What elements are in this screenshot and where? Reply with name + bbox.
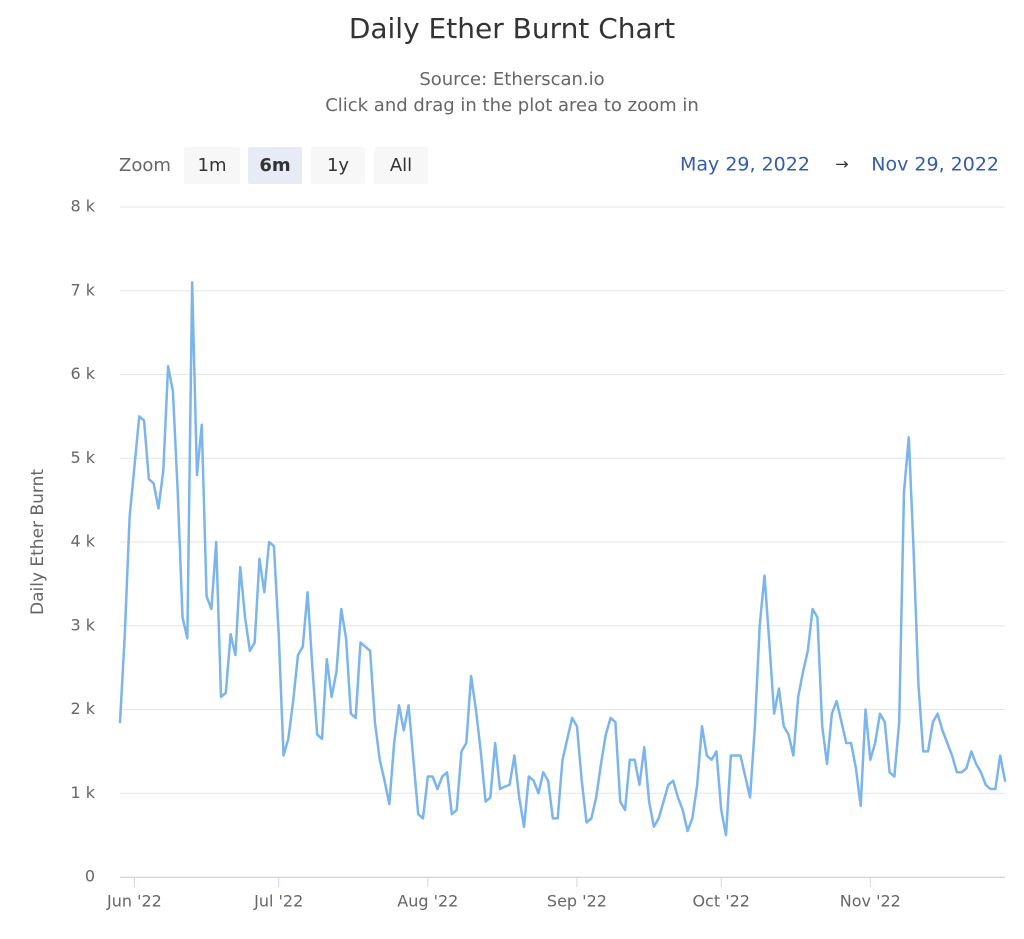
range-button[interactable] [311, 147, 365, 184]
chart-title: Daily Ether Burnt Chart [349, 12, 675, 45]
range-button-label[interactable]: 6m [259, 155, 290, 176]
x-tick-label: Aug '22 [397, 892, 458, 911]
range-button-label[interactable]: 1y [327, 155, 349, 176]
x-tick-label: Jul '22 [253, 892, 303, 911]
range-from[interactable]: May 29, 2022 [680, 154, 810, 176]
y-tick-label: 4 k [70, 532, 95, 551]
x-tick-label: Jun '22 [106, 892, 162, 911]
x-tick-label: Sep '22 [547, 892, 607, 911]
range-buttons: 1m 6m 1y All [184, 147, 428, 184]
y-tick-label: 1 k [70, 783, 95, 802]
y-tick-label: 8 k [70, 197, 95, 216]
range-to[interactable]: Nov 29, 2022 [871, 154, 999, 176]
zoom-label: Zoom [119, 155, 171, 176]
y-tick-label: 3 k [70, 615, 95, 634]
range-arrow: → [835, 155, 848, 174]
chart-subtitle: Source: Etherscan.io [419, 69, 604, 90]
range-button-label[interactable]: All [390, 155, 412, 176]
range-button[interactable] [374, 147, 428, 184]
x-tick-label: Nov '22 [840, 892, 901, 911]
data-line [118, 281, 1007, 837]
range-button[interactable] [184, 147, 240, 184]
chart-subtitle: Click and drag in the plot area to zoom … [325, 95, 699, 116]
y-tick-label: 5 k [70, 448, 95, 467]
range-button-label[interactable]: 1m [198, 155, 227, 176]
y-tick-label: 7 k [70, 280, 95, 299]
x-tick-label: Oct '22 [692, 892, 750, 911]
plot-area: 0 1 k 2 k 3 k 4 k 5 k 6 k 7 k 8 k Jun '22 Jul '22 A… [70, 197, 1007, 911]
y-tick-label: 6 k [70, 364, 95, 383]
range-button[interactable] [248, 147, 302, 184]
y-tick-label: 2 k [70, 699, 95, 718]
y-tick-label: 0 [85, 867, 95, 886]
y-axis-label: Daily Ether Burnt [28, 469, 48, 615]
